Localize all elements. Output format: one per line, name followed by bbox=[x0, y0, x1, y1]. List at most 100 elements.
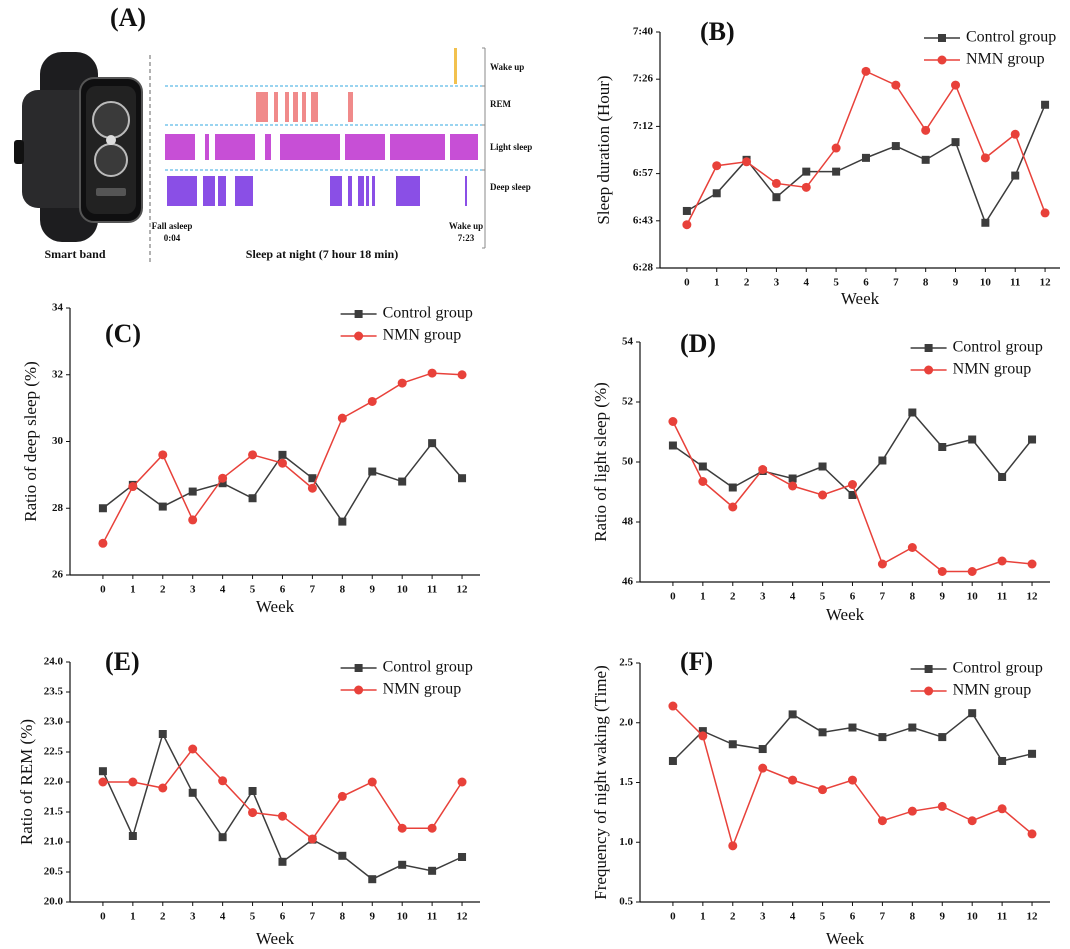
end-time: 7:23 bbox=[458, 233, 475, 243]
legend-marker bbox=[354, 310, 363, 318]
x-tick-label: 9 bbox=[953, 277, 959, 289]
rem-segment bbox=[274, 92, 278, 122]
x-tick-label: 0 bbox=[670, 911, 676, 923]
marker bbox=[1040, 208, 1050, 218]
y-tick-label: 50 bbox=[622, 456, 634, 468]
end-label: Wake up bbox=[449, 221, 483, 231]
marker bbox=[847, 775, 857, 785]
x-tick-label: 8 bbox=[340, 911, 346, 923]
x-tick-label: 5 bbox=[820, 591, 826, 603]
marker bbox=[802, 167, 811, 176]
marker bbox=[158, 502, 167, 511]
light-sleep-segment bbox=[265, 134, 271, 160]
caption: Sleep at night (7 hour 18 min) bbox=[246, 247, 398, 261]
x-tick-label: 11 bbox=[1010, 277, 1020, 289]
legend-marker bbox=[354, 664, 363, 672]
marker bbox=[818, 785, 828, 795]
marker bbox=[728, 740, 737, 749]
marker bbox=[818, 728, 827, 737]
x-tick-label: 0 bbox=[100, 584, 106, 596]
legend-marker bbox=[354, 685, 364, 695]
marker bbox=[921, 125, 931, 135]
marker bbox=[128, 777, 138, 787]
marker bbox=[1041, 100, 1050, 109]
x-tick-label: 2 bbox=[730, 911, 736, 923]
light-sleep-segment bbox=[390, 134, 445, 160]
rem-segment bbox=[348, 92, 353, 122]
deep-sleep-segment bbox=[203, 176, 215, 206]
marker bbox=[397, 378, 407, 388]
marker bbox=[758, 745, 767, 754]
marker bbox=[682, 206, 691, 215]
legend-label: Control group bbox=[383, 659, 473, 676]
y-tick-label: 0.5 bbox=[619, 896, 633, 908]
marker bbox=[458, 853, 467, 861]
x-tick-label: 4 bbox=[220, 584, 226, 596]
x-tick-label: 8 bbox=[910, 911, 916, 923]
y-tick-label: 6:43 bbox=[633, 214, 654, 226]
x-tick-label: 2 bbox=[744, 277, 750, 289]
marker bbox=[938, 733, 947, 742]
x-tick-label: 7 bbox=[880, 911, 886, 923]
marker bbox=[338, 851, 347, 860]
y-tick-label: 2.0 bbox=[619, 716, 633, 728]
deep-sleep-segment bbox=[218, 176, 226, 206]
marker bbox=[367, 777, 377, 787]
x-tick-label: 1 bbox=[714, 277, 720, 289]
x-tick-label: 3 bbox=[190, 584, 196, 596]
x-tick-label: 0 bbox=[100, 911, 106, 923]
marker bbox=[998, 756, 1007, 765]
panel-label: (E) bbox=[105, 647, 140, 676]
x-tick-label: 8 bbox=[340, 584, 346, 596]
marker bbox=[938, 443, 947, 451]
marker bbox=[458, 474, 467, 483]
marker bbox=[398, 860, 407, 869]
marker bbox=[308, 474, 317, 483]
deep-sleep-segment bbox=[372, 176, 375, 206]
marker bbox=[397, 823, 407, 833]
x-tick-label: 12 bbox=[1027, 591, 1039, 603]
series-line bbox=[102, 731, 463, 881]
stage-label: Light sleep bbox=[490, 142, 532, 152]
marker bbox=[878, 456, 887, 465]
x-axis-label: Week bbox=[826, 929, 865, 948]
x-tick-label: 7 bbox=[310, 584, 316, 596]
marker bbox=[712, 161, 722, 171]
marker bbox=[428, 439, 437, 448]
light-sleep-segment bbox=[215, 134, 255, 160]
x-tick-label: 10 bbox=[967, 591, 979, 603]
marker bbox=[248, 494, 257, 503]
x-tick-label: 0 bbox=[684, 277, 690, 289]
marker bbox=[907, 806, 917, 816]
marker bbox=[218, 833, 227, 842]
marker bbox=[877, 816, 887, 826]
x-tick-label: 2 bbox=[160, 584, 166, 596]
marker bbox=[457, 777, 467, 787]
marker bbox=[712, 189, 721, 198]
marker bbox=[801, 182, 811, 192]
marker bbox=[788, 481, 798, 491]
marker bbox=[128, 832, 137, 840]
legend-marker bbox=[354, 331, 364, 341]
x-tick-label: 1 bbox=[130, 584, 136, 596]
series-line bbox=[672, 712, 1033, 762]
x-tick-label: 4 bbox=[790, 591, 796, 603]
marker bbox=[788, 474, 797, 483]
x-axis-label: Week bbox=[826, 605, 865, 624]
marker bbox=[368, 467, 377, 476]
x-tick-label: 11 bbox=[997, 591, 1007, 603]
x-tick-label: 12 bbox=[457, 584, 469, 596]
panel-label: (B) bbox=[700, 17, 735, 46]
marker bbox=[1010, 129, 1020, 139]
wake-segment bbox=[454, 48, 457, 84]
marker bbox=[398, 477, 407, 486]
panel-label: (C) bbox=[105, 319, 141, 348]
marker bbox=[218, 776, 228, 786]
x-tick-label: 7 bbox=[880, 591, 886, 603]
legend-label: NMN group bbox=[953, 682, 1032, 699]
x-tick-label: 5 bbox=[250, 584, 256, 596]
deep-sleep-segment bbox=[235, 176, 253, 206]
y-tick-label: 6:28 bbox=[633, 262, 654, 274]
x-tick-label: 12 bbox=[457, 911, 469, 923]
